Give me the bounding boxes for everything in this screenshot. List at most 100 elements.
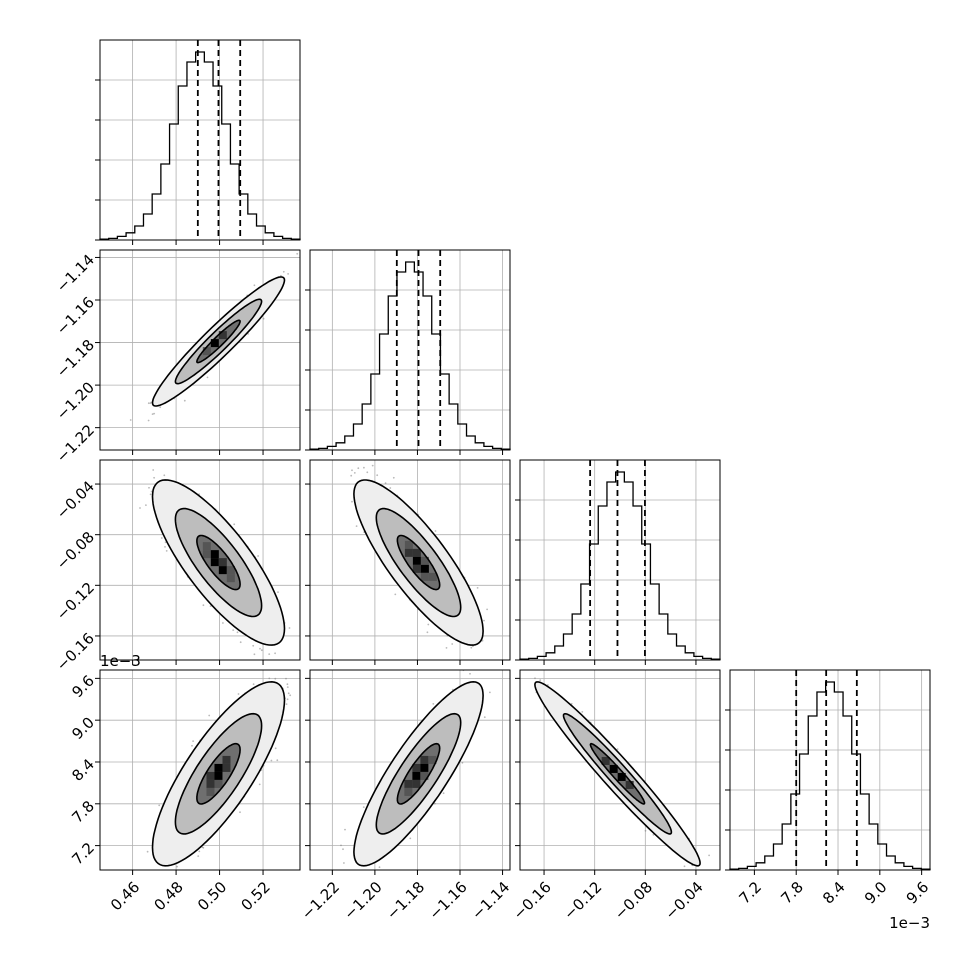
- sample-point: [285, 703, 288, 705]
- sample-point: [163, 474, 166, 477]
- axes-frame: [99, 39, 301, 241]
- sample-point: [158, 804, 161, 807]
- density-block: [202, 347, 211, 356]
- density-block: [210, 339, 219, 348]
- density-block: [404, 779, 413, 788]
- gridlines: [310, 670, 510, 870]
- sample-point: [362, 806, 365, 808]
- sample-point: [208, 714, 211, 717]
- contour-line-0: [396, 742, 441, 805]
- histogram-step-line: [729, 681, 931, 870]
- sample-point: [274, 747, 277, 750]
- sample-point: [286, 686, 289, 688]
- sample-point: [581, 711, 584, 713]
- contour-line-1: [562, 713, 673, 835]
- contour-line-2: [151, 680, 286, 867]
- axes-frame: [519, 459, 721, 661]
- density-block: [218, 331, 227, 340]
- sample-point: [384, 482, 387, 484]
- sample-point: [389, 487, 392, 489]
- sample-point: [202, 604, 205, 607]
- sample-point: [237, 693, 240, 695]
- density-block: [222, 755, 231, 764]
- sample-point: [165, 550, 168, 552]
- contour-lines: [353, 680, 484, 867]
- density-blocks: [202, 542, 235, 583]
- sample-point: [289, 694, 292, 697]
- axes-frame: [519, 669, 721, 871]
- sample-point: [376, 474, 379, 477]
- sample-point: [239, 641, 242, 644]
- sample-point: [129, 419, 132, 421]
- sample-point: [268, 653, 271, 655]
- density-block: [420, 572, 429, 581]
- sample-point: [209, 605, 212, 607]
- density-block: [214, 779, 223, 788]
- sample-point: [481, 639, 484, 642]
- sample-point: [206, 376, 209, 379]
- density-block: [206, 779, 215, 788]
- density-block: [420, 763, 429, 772]
- density-block: [404, 548, 413, 557]
- sample-point: [483, 716, 486, 719]
- sample-point: [344, 828, 346, 831]
- axes-frame: [309, 249, 511, 451]
- sample-point: [350, 474, 353, 477]
- density-block: [206, 787, 215, 796]
- sample-point: [252, 683, 255, 686]
- contour-line-1: [375, 507, 462, 618]
- contour-line-1: [174, 507, 263, 618]
- sample-point: [539, 679, 542, 681]
- sample-point: [253, 284, 256, 287]
- contour-line-2: [534, 681, 701, 867]
- sample-point: [644, 829, 647, 832]
- sample-point: [351, 500, 353, 503]
- density-block: [625, 780, 634, 789]
- sample-point: [708, 854, 710, 857]
- y-offset-label: 1e−3: [100, 652, 141, 670]
- density-block: [206, 771, 215, 780]
- sample-point: [164, 546, 166, 548]
- sample-point: [274, 652, 276, 655]
- density-block: [412, 564, 421, 573]
- density-block: [412, 763, 421, 772]
- contour-lines: [151, 276, 286, 407]
- sample-point: [151, 413, 154, 415]
- sample-point: [153, 476, 156, 479]
- sample-point: [378, 866, 381, 869]
- density-blocks: [601, 756, 634, 789]
- sample-point: [340, 844, 342, 847]
- sample-point: [259, 647, 261, 650]
- sample-point: [147, 419, 150, 422]
- density-block: [412, 779, 421, 788]
- sample-point: [183, 399, 186, 402]
- density-blocks: [404, 540, 437, 581]
- contour-lines: [151, 479, 286, 646]
- sample-point: [371, 464, 374, 467]
- sample-point: [288, 627, 291, 629]
- axes-frame: [99, 669, 301, 871]
- density-blocks: [206, 755, 231, 796]
- sample-point: [442, 792, 445, 795]
- density-block: [428, 755, 437, 764]
- sample-point: [355, 525, 358, 527]
- sample-point: [392, 476, 395, 479]
- density-block: [412, 548, 421, 557]
- scatter-panel-1-0: [95, 249, 301, 455]
- sample-point: [257, 555, 259, 557]
- axes-frame: [99, 459, 301, 661]
- scatter-panel-3-1: [305, 669, 511, 875]
- sample-point: [287, 692, 290, 695]
- sample-point: [148, 486, 150, 489]
- contour-line-0: [196, 742, 241, 805]
- sample-point: [534, 677, 536, 680]
- contour-lines: [151, 680, 286, 867]
- sample-point: [268, 677, 271, 680]
- histogram-step-line: [519, 471, 721, 660]
- scatter-panel-3-0: [95, 669, 301, 875]
- contour-line-0: [396, 534, 441, 591]
- sample-point: [260, 649, 263, 652]
- sample-point: [160, 537, 163, 539]
